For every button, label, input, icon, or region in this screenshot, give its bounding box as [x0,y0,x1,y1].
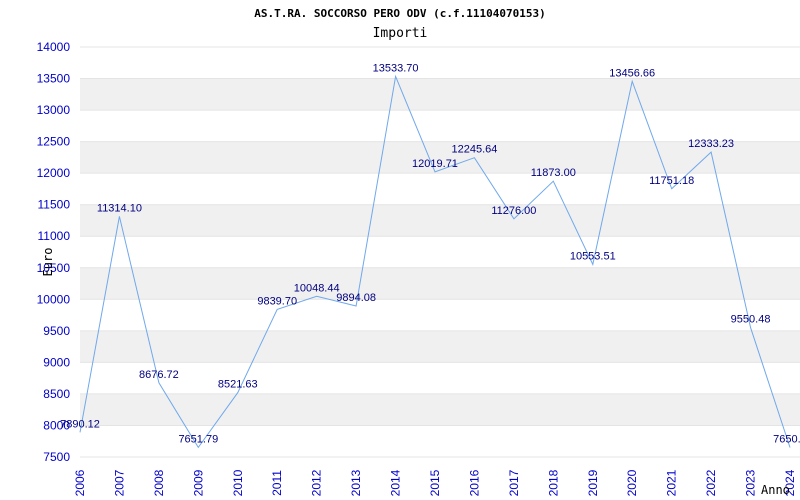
grid-band [80,47,800,79]
x-tick-label: 2023 [744,469,758,496]
grid-band [80,393,800,426]
data-label: 8676.72 [139,369,179,381]
x-tick-label: 2014 [389,469,403,496]
data-label: 11751.18 [649,175,694,187]
y-tick-label: 9500 [43,324,70,338]
data-label: 11873.00 [531,167,576,179]
y-tick-label: 7500 [43,450,70,464]
y-tick-label: 12000 [37,166,71,180]
data-label: 10553.51 [570,250,616,262]
y-tick-label: 8000 [43,418,70,432]
y-tick-label: 12500 [37,135,71,149]
x-tick-label: 2012 [310,469,324,496]
data-label: 13533.70 [373,62,419,74]
x-tick-label: 2015 [428,469,442,496]
data-label: 7890.12 [60,418,100,430]
grid-band [80,425,800,457]
x-tick-label: 2024 [783,469,797,496]
grid-band [80,110,800,142]
x-tick-label: 2006 [73,469,87,496]
y-tick-label: 14000 [37,40,71,54]
data-label: 12333.23 [688,138,734,150]
y-tick-label: 13000 [37,103,71,117]
x-axis-ticks: 2006 2007 2008 2009 2010 2011 2012 2013 2014 2015… [73,469,797,496]
x-tick-label: 2009 [191,469,205,496]
grid-band [80,173,800,205]
x-tick-label: 2017 [507,469,521,496]
data-label: 7651.79 [178,433,218,445]
x-axis-label: Anno [761,483,790,497]
data-label: 12245.64 [451,144,497,156]
data-label: 11314.10 [97,202,142,214]
grid-band [80,299,800,331]
data-label: 12019.71 [412,158,458,170]
x-tick-label: 2018 [546,469,560,496]
grid-band [80,236,800,268]
data-label: 11276.00 [491,205,536,217]
series-line [79,74,791,449]
grid-band [80,78,800,111]
grid-band [80,330,800,363]
grid-band [80,204,800,237]
y-tick-label: 11000 [38,229,71,243]
x-tick-label: 2021 [665,469,679,496]
data-label: 9550.48 [731,314,771,326]
grid-bands [80,46,800,458]
x-tick-label: 2020 [625,469,639,496]
y-tick-label: 11500 [38,198,71,212]
chart-title: AS.T.RA. SOCCORSO PERO ODV (c.f.11104070… [254,7,545,20]
data-label: 9839.70 [257,295,297,307]
x-tick-label: 2007 [112,469,126,496]
data-label: 7650.2 [773,434,800,446]
y-tick-label: 10500 [37,261,71,275]
data-labels: 7890.12 11314.10 8676.72 7651.79 8521.63 9839… [60,62,800,445]
data-label: 8521.63 [218,379,258,391]
data-label: 10048.44 [294,282,340,294]
x-tick-label: 2019 [586,469,600,496]
x-tick-label: 2008 [152,469,166,496]
y-tick-label: 10000 [37,292,71,306]
y-axis-label: Euro [41,248,55,277]
chart-subtitle: Importi [373,26,428,41]
y-axis-ticks: 7500 8000 8500 9000 9500 10000 10500 11000 11500… [37,40,71,464]
grid-band [80,362,800,394]
x-tick-label: 2013 [349,469,363,496]
x-tick-label: 2010 [231,469,245,496]
y-tick-label: 8500 [43,387,70,401]
grid-band [80,267,800,300]
y-tick-label: 13500 [37,72,71,86]
grid-band [80,141,800,174]
data-label: 13456.66 [609,67,655,79]
x-tick-label: 2011 [270,470,284,496]
data-label: 9894.08 [336,292,376,304]
x-tick-label: 2016 [467,469,481,496]
x-tick-label: 2022 [704,469,718,496]
y-tick-label: 9000 [43,355,70,369]
